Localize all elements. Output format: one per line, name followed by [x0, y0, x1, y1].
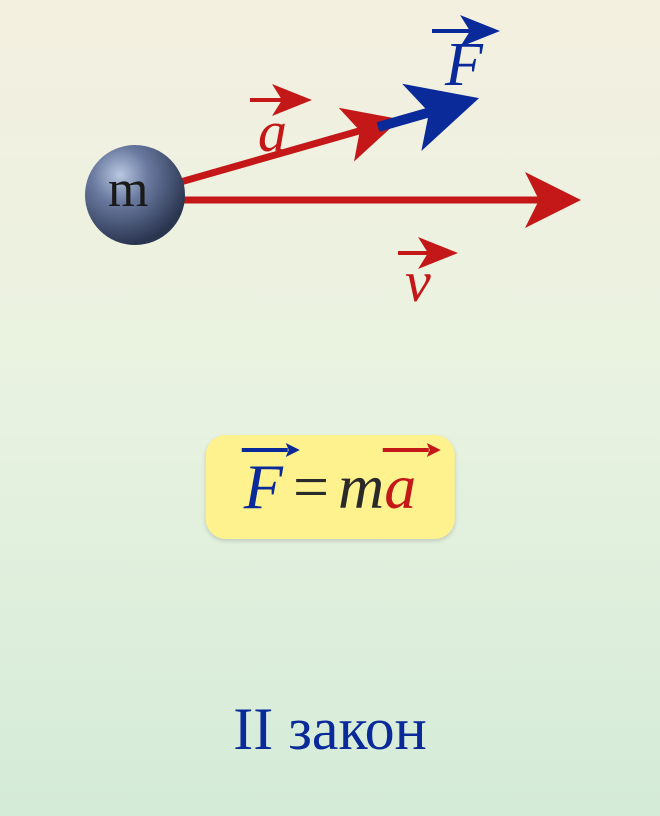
diagram-svg [0, 0, 660, 360]
formula-a: a [384, 455, 416, 519]
force-label: F [445, 30, 483, 101]
velocity-label: v [405, 248, 431, 315]
acceleration-label: a [258, 98, 287, 165]
formula-F: F [244, 455, 283, 519]
formula-F-arrow-icon [240, 441, 300, 457]
formula-m: m [338, 455, 384, 519]
formula: F = m a [244, 455, 417, 519]
formula-F-text: F [244, 451, 283, 522]
mass-label: m [108, 160, 148, 219]
vector-diagram: m a F v [0, 0, 660, 360]
formula-box: F = m a [206, 435, 455, 539]
formula-equals: = [289, 455, 332, 519]
formula-a-arrow-icon [380, 441, 440, 457]
force-vector [378, 105, 455, 127]
formula-a-text: a [384, 451, 416, 522]
law-caption: II закон [0, 695, 660, 764]
